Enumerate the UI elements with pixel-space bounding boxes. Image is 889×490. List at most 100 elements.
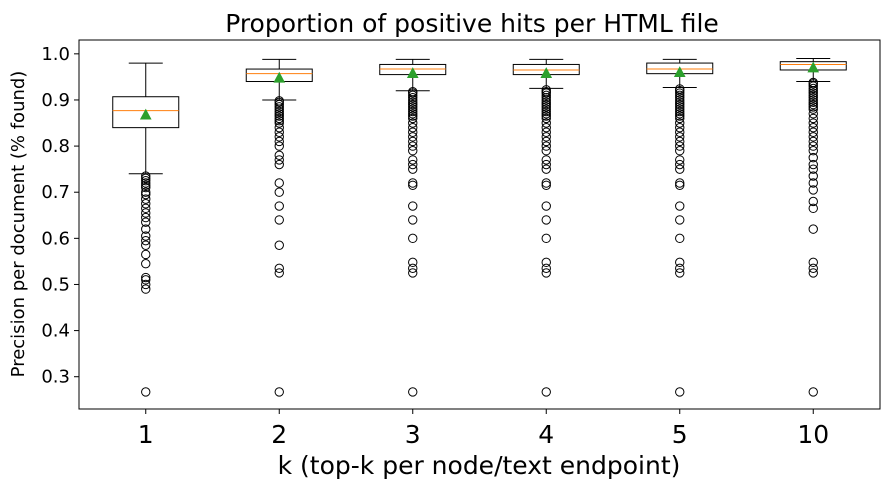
outlier-point bbox=[408, 92, 418, 103]
outlier-point bbox=[808, 159, 818, 170]
outlier-point bbox=[274, 116, 284, 126]
outlier-point bbox=[808, 127, 818, 137]
outlier-point bbox=[541, 90, 551, 101]
outlier-point bbox=[808, 79, 818, 89]
outlier-point bbox=[408, 109, 418, 119]
outlier-point bbox=[808, 185, 818, 195]
outlier-point bbox=[141, 180, 151, 190]
outlier-point bbox=[541, 88, 551, 98]
outlier-point bbox=[675, 159, 685, 170]
outlier-point bbox=[274, 201, 284, 211]
outlier-point bbox=[808, 88, 818, 98]
y-tick-label: 0.5 bbox=[41, 274, 70, 295]
mean-marker bbox=[807, 61, 820, 73]
outlier-point bbox=[141, 199, 151, 209]
outlier-point bbox=[675, 113, 685, 124]
y-tick-label: 0.8 bbox=[41, 136, 70, 157]
x-tick-label: 2 bbox=[271, 420, 287, 449]
outlier-point bbox=[141, 187, 151, 197]
outlier-point bbox=[541, 268, 551, 278]
outlier-point bbox=[408, 102, 418, 112]
plot-area bbox=[112, 57, 847, 397]
outlier-point bbox=[541, 104, 551, 114]
outlier-point bbox=[675, 146, 685, 156]
outlier-point bbox=[274, 387, 284, 397]
outlier-point bbox=[675, 104, 685, 114]
outlier-point bbox=[675, 95, 685, 105]
outlier-point bbox=[541, 113, 551, 124]
outlier-point bbox=[141, 231, 151, 241]
outlier-point bbox=[675, 136, 685, 147]
outlier-point bbox=[675, 99, 685, 110]
outlier-point bbox=[675, 86, 685, 96]
outlier-point bbox=[408, 118, 418, 128]
y-tick-label: 1.0 bbox=[41, 44, 70, 65]
outlier-point bbox=[541, 263, 551, 274]
y-tick-label: 0.4 bbox=[41, 321, 70, 342]
mean-marker bbox=[540, 67, 553, 78]
outlier-point bbox=[408, 263, 418, 274]
outlier-point bbox=[808, 387, 818, 397]
outlier-point bbox=[541, 118, 551, 128]
outlier-point bbox=[408, 201, 418, 211]
outlier-point bbox=[141, 212, 151, 223]
outlier-point bbox=[541, 164, 551, 174]
outlier-point bbox=[274, 187, 284, 197]
outlier-point bbox=[808, 263, 818, 274]
outlier-point bbox=[274, 268, 284, 278]
outlier-point bbox=[675, 97, 685, 107]
outlier-point bbox=[141, 171, 151, 181]
outlier-point bbox=[408, 159, 418, 170]
box bbox=[112, 96, 180, 129]
outlier-point bbox=[675, 106, 685, 117]
x-tick-label: 4 bbox=[538, 420, 554, 449]
y-tick-label: 0.9 bbox=[41, 90, 70, 111]
chart-title: Proportion of positive hits per HTML fil… bbox=[225, 9, 719, 38]
outlier-point bbox=[141, 279, 151, 290]
outlier-point bbox=[675, 102, 685, 112]
outlier-point bbox=[274, 132, 284, 142]
outlier-point bbox=[541, 155, 551, 165]
outlier-point bbox=[541, 102, 551, 112]
outlier-point bbox=[408, 257, 418, 268]
outlier-point bbox=[541, 97, 551, 107]
y-tick-label: 0.3 bbox=[41, 367, 70, 388]
outlier-point bbox=[408, 155, 418, 165]
outlier-point bbox=[808, 86, 818, 96]
outlier-point bbox=[675, 201, 685, 211]
outlier-point bbox=[675, 118, 685, 128]
outlier-point bbox=[808, 97, 818, 107]
outlier-point bbox=[808, 122, 818, 133]
outlier-point bbox=[541, 215, 551, 225]
outlier-point bbox=[808, 257, 818, 268]
outlier-point bbox=[675, 215, 685, 225]
outlier-point bbox=[141, 240, 151, 250]
outlier-point bbox=[808, 196, 818, 207]
outlier-point bbox=[541, 257, 551, 268]
outlier-point bbox=[541, 136, 551, 147]
outlier-point bbox=[675, 164, 685, 174]
outlier-point bbox=[141, 275, 151, 285]
outlier-point bbox=[274, 178, 284, 188]
outlier-point bbox=[141, 272, 151, 283]
outlier-point bbox=[541, 132, 551, 142]
outlier-point bbox=[141, 175, 151, 186]
outlier-point bbox=[141, 173, 151, 184]
outlier-point bbox=[274, 240, 284, 250]
outlier-point bbox=[541, 111, 551, 121]
outlier-point bbox=[808, 164, 818, 174]
outlier-point bbox=[274, 150, 284, 161]
outlier-point bbox=[408, 97, 418, 107]
outlier-point bbox=[408, 106, 418, 117]
outlier-point bbox=[274, 155, 284, 165]
x-axis: 1 2 3 4 5 10 bbox=[138, 409, 829, 449]
outlier-point bbox=[408, 127, 418, 137]
outlier-point bbox=[274, 215, 284, 225]
plot-frame bbox=[78, 39, 881, 410]
outlier-point bbox=[675, 257, 685, 268]
outlier-point bbox=[808, 104, 818, 114]
outlier-point bbox=[274, 102, 284, 112]
outlier-point bbox=[808, 118, 818, 128]
outlier-point bbox=[408, 95, 418, 105]
outlier-point bbox=[141, 224, 151, 234]
